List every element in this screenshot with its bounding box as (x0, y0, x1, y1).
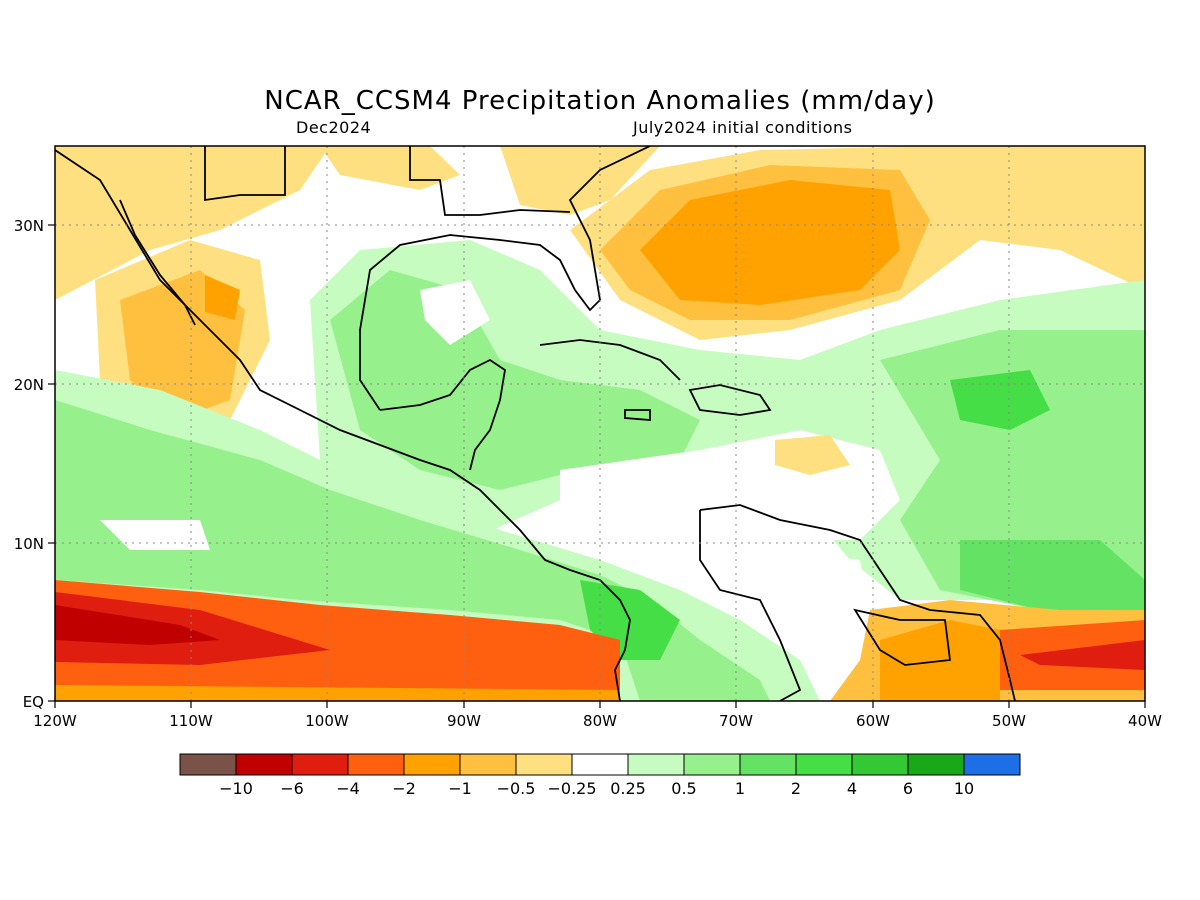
colorbar-label: 0.25 (610, 779, 646, 798)
anomaly-patch-atlantic-dry-core (640, 180, 900, 305)
anomaly-patch-itcz-dry-core (55, 592, 330, 665)
lon-label: 80W (583, 712, 617, 730)
colorbar-swatch (627, 753, 685, 776)
colorbar-swatch (179, 753, 237, 776)
colorbar-label: 10 (954, 779, 974, 798)
colorbar-label: 1 (735, 779, 745, 798)
lon-label: 90W (447, 712, 481, 730)
colorbar-swatch (347, 753, 405, 776)
colorbar-label: −0.5 (497, 779, 536, 798)
anomaly-patch-baja-core (205, 275, 240, 320)
colorbar-swatch (683, 753, 741, 776)
anomaly-patch-neutral-gulf (420, 280, 490, 345)
coastlines (55, 146, 1016, 701)
map-title: NCAR_CCSM4 Precipitation Anomalies (mm/d… (264, 86, 936, 116)
lon-label: 40W (1128, 712, 1162, 730)
colorbar-swatch (795, 753, 853, 776)
colorbar-swatch (851, 753, 909, 776)
colorbar-swatch (739, 753, 797, 776)
anomaly-patch-atlantic-wet-core (950, 370, 1050, 430)
anomaly-patch-itcz-dry-center (55, 605, 220, 645)
colorbar-swatch (235, 753, 293, 776)
lon-label: 120W (33, 712, 77, 730)
colorbar-label: −2 (392, 779, 416, 798)
anomaly-patch-atlantic-wet-south (960, 540, 1145, 610)
colorbar-swatch (907, 753, 965, 776)
colorbar-swatch (963, 753, 1021, 776)
lon-label: 100W (305, 712, 349, 730)
colorbar-label: 2 (791, 779, 801, 798)
lon-label: 70W (719, 712, 753, 730)
colorbar-swatch (459, 753, 517, 776)
anomaly-patch-dry-texas (320, 146, 460, 190)
anomaly-patch-dry-se-us (500, 146, 660, 215)
colorbar-label: 4 (847, 779, 857, 798)
lat-label: 30N (14, 217, 44, 235)
lat-label: EQ (23, 693, 44, 711)
colorbar-label: −6 (280, 779, 304, 798)
forecast-month: Dec2024 (296, 118, 372, 137)
axis-ticks (48, 224, 1146, 708)
anomaly-field (55, 146, 1145, 701)
colorbar-label: −0.25 (547, 779, 596, 798)
latitude-labels: EQ 10N 20N 30N (14, 217, 44, 711)
colorbar-label: 0.5 (671, 779, 696, 798)
longitude-labels: 120W 110W 100W 90W 80W 70W 60W 50W 40W (33, 712, 1162, 730)
colorbar: −10 −6 −4 −2 −1 −0.5 −0.25 0.25 0.5 1 2 4 6 10 (179, 753, 1021, 798)
anomaly-patch-dry-north-west (55, 146, 330, 300)
lon-label: 110W (169, 712, 213, 730)
anomaly-patch-caribbean-dry (775, 435, 850, 475)
anomaly-patch-gulf-wet-mid (330, 270, 700, 490)
initial-conditions-label: July2024 initial conditions (633, 118, 853, 137)
colorbar-swatch (515, 753, 573, 776)
grid-lines (55, 146, 1145, 701)
colorbar-label: 6 (903, 779, 913, 798)
anomaly-patch-east-dry-core (1020, 640, 1145, 670)
colorbar-label: −4 (336, 779, 360, 798)
lon-label: 60W (856, 712, 890, 730)
colorbar-label: −10 (219, 779, 253, 798)
lat-label: 20N (14, 376, 44, 394)
lon-label: 50W (992, 712, 1026, 730)
colorbar-label: −1 (448, 779, 472, 798)
anomaly-patch-neutral-venezuela (780, 550, 870, 680)
colorbar-swatch (291, 753, 349, 776)
colorbar-swatch (403, 753, 461, 776)
lat-label: 10N (14, 535, 44, 553)
colorbar-swatch (571, 753, 629, 776)
anomaly-patch-itcz-dry-edge (55, 685, 620, 701)
